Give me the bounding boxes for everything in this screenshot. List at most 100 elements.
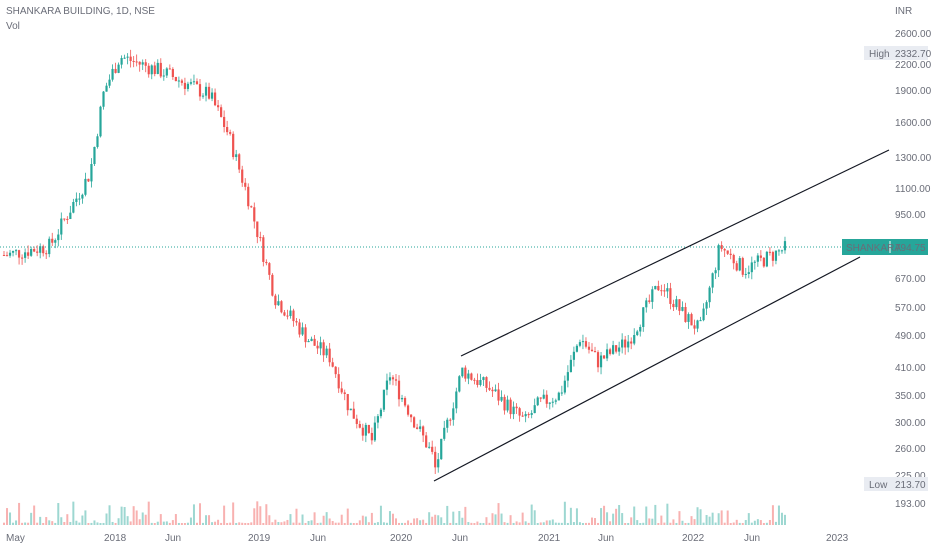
volume-bar	[244, 522, 247, 525]
time-tick-label: Jun	[598, 533, 614, 544]
price-tick-label: 1600.00	[895, 118, 932, 129]
candle-body	[729, 253, 732, 255]
volume-bar	[476, 521, 479, 525]
volume-bar	[45, 517, 48, 525]
volume-bar	[280, 522, 283, 525]
candle-body	[5, 255, 9, 257]
volume-bar	[156, 521, 159, 525]
volume-bar	[268, 515, 271, 525]
candle-body	[783, 241, 787, 251]
candle-body	[470, 373, 473, 380]
candle-body	[66, 218, 69, 220]
candle-body	[265, 261, 268, 264]
candle-body	[24, 252, 27, 258]
candle-body	[434, 451, 437, 468]
candle-body	[633, 334, 636, 344]
volume-bar	[642, 522, 645, 525]
volume-bar	[705, 515, 708, 525]
volume-bar	[235, 522, 238, 525]
volume-bar	[618, 505, 621, 525]
price-tick-label: 300.00	[895, 418, 926, 429]
volume-bar	[328, 518, 331, 525]
volume-bar	[581, 523, 584, 525]
volume-bar	[627, 522, 630, 525]
volume-bar	[747, 513, 750, 525]
candle-body	[129, 56, 132, 62]
volume-bar	[591, 517, 593, 525]
volume-bar	[681, 520, 684, 525]
volume-bar	[612, 513, 615, 525]
svg-text:Low: Low	[869, 480, 888, 491]
candle-body	[624, 339, 627, 348]
volume-bar	[385, 522, 388, 525]
candle-body	[195, 81, 199, 85]
candle-body	[253, 207, 256, 222]
volume-bar	[253, 508, 256, 525]
candle-body	[545, 394, 548, 404]
candle-body	[30, 249, 33, 256]
volume-bar	[171, 520, 174, 525]
price-tick-label: 950.00	[895, 210, 926, 221]
volume-bar	[458, 511, 461, 525]
candle-body	[759, 255, 762, 258]
volume-bar	[183, 522, 186, 525]
volume-bar	[729, 522, 732, 525]
volume-bar	[90, 522, 93, 525]
volume-bar	[410, 522, 413, 525]
candle-body	[301, 327, 304, 335]
candle-body	[340, 388, 343, 393]
candle-body	[388, 377, 392, 381]
volume-bar	[687, 522, 690, 525]
candle-body	[213, 92, 217, 106]
volume-bar	[349, 522, 352, 525]
candle-body	[422, 426, 425, 436]
volume-bar	[51, 521, 54, 525]
candle-body	[63, 218, 66, 220]
candle-body	[45, 253, 48, 255]
volume-bar	[494, 514, 497, 525]
volume-bar	[515, 521, 518, 525]
candle-body	[141, 62, 144, 65]
volume-bar	[192, 504, 195, 525]
volume-bar	[575, 508, 578, 525]
volume-label: Vol	[6, 21, 20, 32]
candle-body	[120, 58, 123, 65]
candle-body	[48, 238, 51, 255]
candle-body	[777, 250, 781, 252]
candle-body	[768, 251, 772, 253]
volume-bar	[738, 522, 741, 525]
volume-bar	[470, 522, 473, 525]
candle-body	[307, 341, 310, 343]
candle-body	[87, 178, 90, 182]
candle-body	[17, 250, 21, 258]
volume-bar	[346, 508, 349, 525]
volume-bar	[75, 520, 78, 525]
volume-bar	[123, 507, 126, 525]
candle-body	[171, 68, 174, 77]
volume-bar	[195, 522, 198, 525]
volume-bar	[39, 516, 42, 525]
candle-body	[509, 399, 512, 415]
volume-bar	[232, 502, 235, 525]
volume-bar	[135, 510, 138, 525]
volume-bar	[771, 505, 774, 525]
candle-body	[726, 250, 729, 254]
candle-body	[168, 68, 171, 70]
volume-bar	[762, 522, 765, 525]
candle-body	[162, 75, 165, 77]
volume-bar	[15, 520, 18, 525]
volume-bar	[57, 503, 60, 525]
volume-bar	[177, 522, 180, 525]
candle-body	[36, 251, 39, 253]
volume-bar	[723, 522, 726, 525]
volume-bar	[735, 519, 738, 525]
candle-body	[271, 274, 274, 296]
candle-body	[464, 367, 467, 379]
candle-body	[485, 377, 488, 388]
candle-body	[192, 81, 196, 83]
candle-body	[741, 258, 744, 275]
volume-bar	[633, 506, 636, 525]
volume-bar	[524, 521, 527, 525]
candle-body	[316, 345, 319, 349]
